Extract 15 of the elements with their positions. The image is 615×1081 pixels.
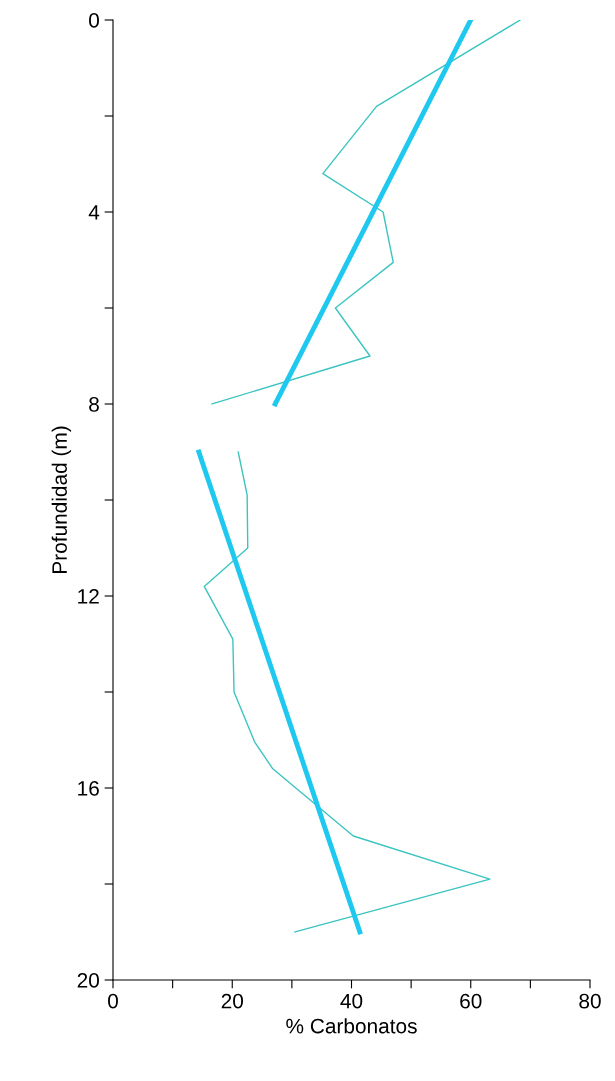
x-tick-label: 0 — [108, 993, 118, 1009]
y-tick-label: 0 — [89, 13, 99, 28]
x-tick-label: 60 — [460, 993, 482, 1009]
y-tick-label: 16 — [78, 781, 99, 796]
x-axis-title: % Carbonatos — [286, 1018, 417, 1034]
line-series — [211, 20, 521, 405]
line-series — [203, 451, 491, 933]
y-tick-label: 4 — [88, 205, 100, 220]
y-axis-title: Profundidad (m) — [51, 426, 72, 573]
y-tick-label: 20 — [77, 973, 99, 988]
y-tick-label: 12 — [78, 589, 99, 604]
x-tick-label: 40 — [340, 993, 363, 1009]
x-tick-label: 20 — [221, 993, 244, 1009]
x-tick-label: 80 — [579, 993, 601, 1009]
y-tick-label: 8 — [89, 397, 99, 412]
